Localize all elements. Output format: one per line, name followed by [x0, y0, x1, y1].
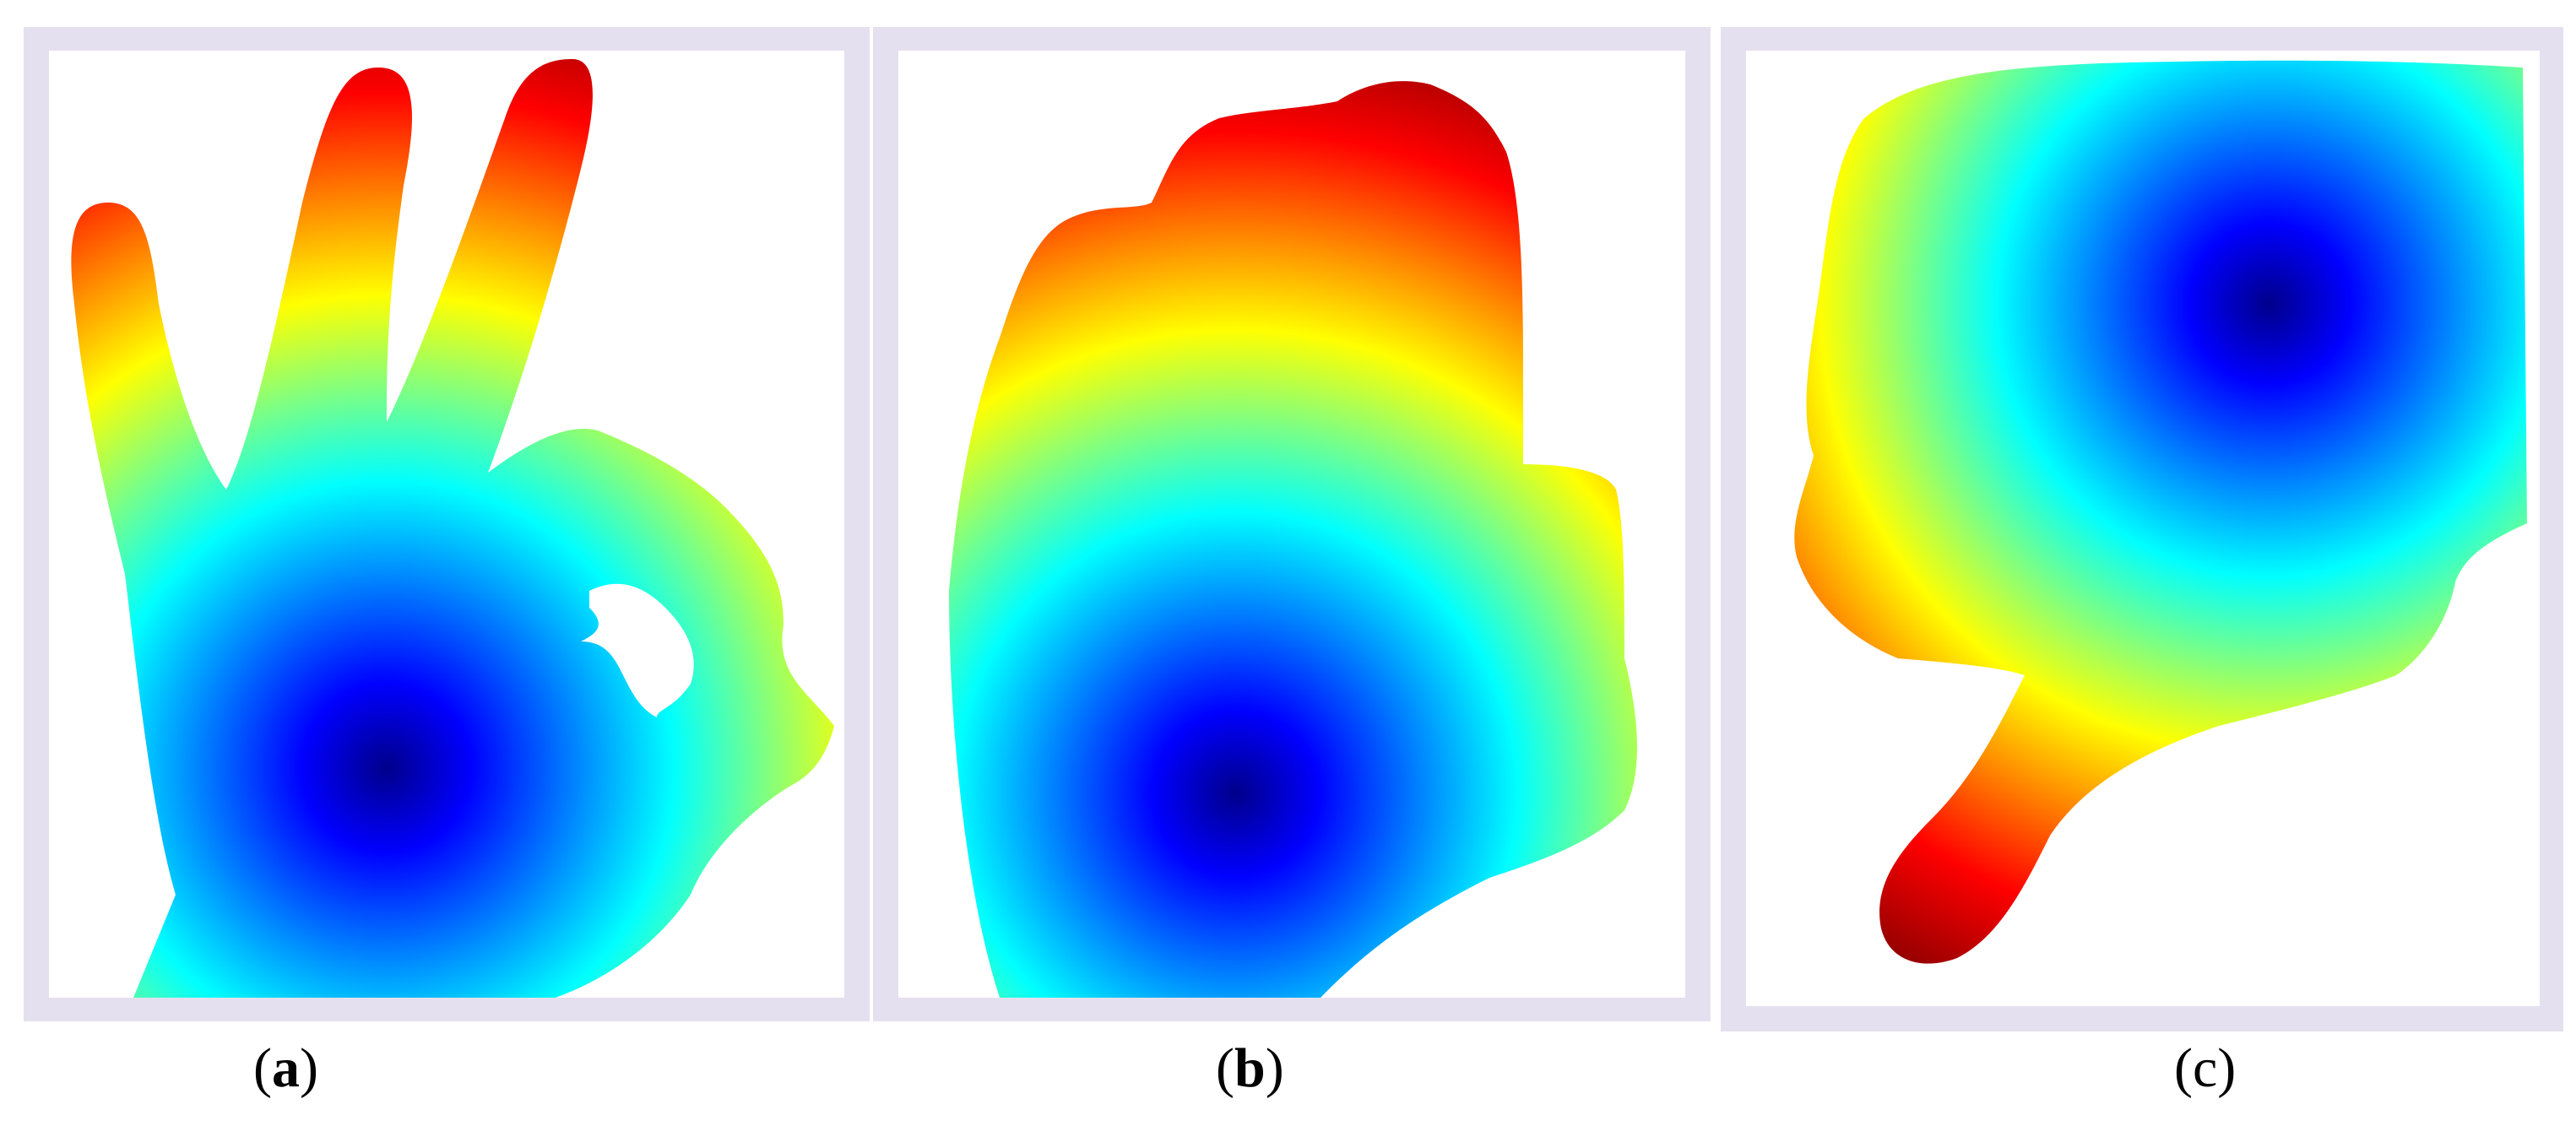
caption-b-letter: b [1234, 1037, 1266, 1099]
caption-b: (b) [1216, 1037, 1284, 1099]
thumb-down-hand-depth-map-icon [1746, 51, 2540, 1006]
caption-a-letter: a [271, 1037, 300, 1099]
caption-a: (a) [253, 1037, 318, 1099]
caption-c-letter: c [2192, 1037, 2218, 1099]
panel-b-frame [873, 27, 1711, 1021]
fist-hand-depth-map-icon [898, 51, 1685, 998]
panel-a-frame [24, 27, 870, 1021]
panel-c-frame [1721, 27, 2563, 1031]
ok-sign-hand-depth-map-icon [49, 51, 844, 998]
caption-c: (c) [2174, 1037, 2237, 1099]
